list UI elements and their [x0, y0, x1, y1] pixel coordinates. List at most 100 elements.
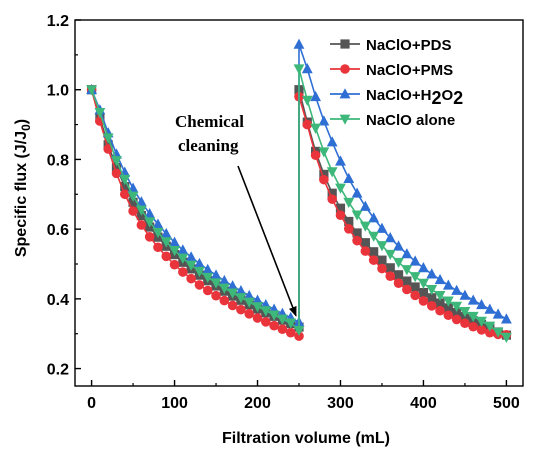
y-tick-label: 0.6 [47, 222, 69, 239]
data-point [343, 172, 355, 183]
data-point [301, 63, 313, 74]
axes: 0 100 200 300 400 500 0.2 0.4 0.6 0.8 1.0 1.2 [47, 13, 524, 412]
data-point [243, 289, 255, 301]
data-point [161, 251, 172, 262]
data-point [111, 156, 122, 167]
data-point [434, 290, 446, 302]
data-point [319, 174, 329, 185]
data-point [293, 325, 305, 337]
data-point [459, 307, 471, 318]
data-point [468, 321, 479, 332]
data-point [426, 268, 438, 279]
data-point [86, 85, 97, 96]
data-point [443, 303, 453, 313]
data-point [235, 293, 247, 304]
legend-label-subscript: 2 [453, 88, 463, 108]
data-point [360, 246, 371, 256]
data-point [202, 272, 214, 284]
data-point [269, 320, 279, 331]
legend-label-text: NaClO alone [366, 112, 455, 129]
data-point [368, 255, 379, 265]
x-axis-label: Filtration volume (mL) [222, 430, 390, 447]
data-point [310, 123, 321, 134]
data-point [402, 284, 412, 295]
data-point [236, 304, 246, 315]
legend-label: NaClO+H2O2 [366, 87, 463, 108]
data-point [218, 274, 230, 286]
data-point [376, 222, 388, 233]
annotation-line-1: Chemical [175, 112, 244, 131]
data-point [152, 218, 164, 229]
data-point [119, 174, 131, 186]
data-point [410, 282, 420, 292]
data-point [202, 285, 213, 296]
legend-entry: NaClO+PDS [330, 37, 451, 54]
data-point [501, 313, 512, 324]
data-point [484, 303, 496, 314]
data-point [368, 212, 380, 223]
data-point [260, 306, 272, 317]
data-point [443, 310, 454, 321]
x-tick-label: 0 [87, 395, 96, 412]
data-point [310, 90, 321, 102]
legend-swatch-marker [340, 39, 350, 49]
data-point [335, 155, 346, 166]
data-point [94, 107, 106, 119]
data-point [144, 217, 156, 228]
data-point [492, 327, 504, 338]
data-point [210, 269, 222, 280]
data-point [385, 271, 396, 282]
legend-label-text: NaClO+PMS [366, 62, 453, 79]
data-point [127, 191, 139, 202]
data-point [418, 262, 429, 273]
data-point [410, 290, 420, 301]
data-point [351, 187, 363, 198]
data-point [459, 289, 471, 300]
data-point [501, 332, 512, 343]
data-point [343, 223, 354, 234]
legend-label-text: NaClO+H [366, 87, 431, 104]
data-point [409, 255, 421, 266]
data-point [418, 287, 429, 298]
data-point [252, 313, 263, 323]
annotation-arrow [237, 165, 297, 317]
data-point [359, 200, 371, 211]
data-point [351, 210, 363, 221]
data-point [393, 240, 404, 251]
data-point [210, 278, 222, 289]
data-point [376, 241, 388, 252]
data-point [169, 246, 180, 257]
data-point [368, 231, 380, 242]
data-point [377, 263, 387, 274]
data-point [327, 188, 337, 198]
data-point [343, 197, 355, 209]
data-point [227, 288, 239, 299]
data-point [152, 227, 164, 239]
data-point [360, 238, 370, 248]
data-point [492, 308, 504, 319]
data-point [451, 284, 463, 295]
series-3 [86, 64, 512, 343]
data-point [144, 232, 155, 242]
data-point [185, 251, 197, 262]
data-point [426, 301, 437, 311]
data-point [460, 318, 470, 329]
data-point [211, 290, 221, 301]
legend-label-text: O [441, 87, 453, 104]
data-point [111, 168, 122, 179]
annotation-line-2: cleaning [178, 136, 239, 155]
data-point [186, 273, 196, 284]
data-point [335, 203, 346, 213]
data-point [111, 162, 122, 173]
x-tick-label: 100 [161, 395, 188, 412]
data-point [244, 309, 255, 319]
data-point [467, 311, 479, 323]
data-point [451, 301, 463, 312]
data-point [319, 169, 329, 180]
data-point [185, 260, 197, 271]
annotation: Chemical cleaning [175, 112, 297, 317]
legend-label: NaClO alone [366, 112, 455, 129]
data-point [385, 263, 395, 273]
